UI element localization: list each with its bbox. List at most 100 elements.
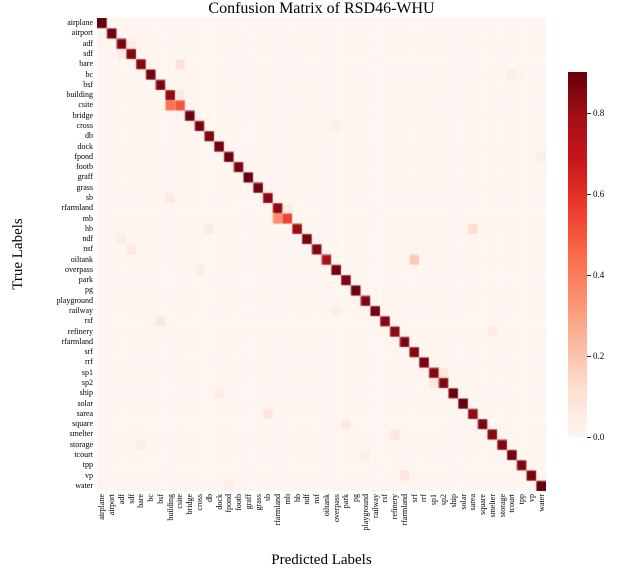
y-tick-label: sp2 bbox=[81, 378, 93, 388]
y-tick-label: airplane bbox=[67, 18, 93, 28]
y-tick-label: overpass bbox=[65, 264, 93, 274]
y-tick-label: csite bbox=[78, 100, 93, 110]
x-tick-label: sp1 bbox=[429, 494, 439, 506]
x-tick-label: hb bbox=[292, 494, 302, 502]
x-tick-label: tcourt bbox=[507, 494, 517, 513]
x-tick-label: sp2 bbox=[439, 494, 448, 506]
x-tick-label: bsf bbox=[155, 494, 165, 504]
colorbar-tick-label: 0.4 bbox=[593, 270, 605, 280]
x-tick-label: oiltank bbox=[321, 494, 331, 517]
x-tick-label: sdf bbox=[126, 494, 136, 504]
x-tick-label: tpp bbox=[517, 494, 527, 505]
y-tick-label: pg bbox=[85, 285, 93, 295]
x-tick-label: airplane bbox=[97, 494, 107, 520]
y-tick-label: bare bbox=[79, 59, 93, 69]
colorbar-tick-mark bbox=[587, 113, 591, 114]
y-tick-label: sdf bbox=[83, 48, 93, 58]
y-tick-label: fpond bbox=[74, 151, 93, 161]
y-tick-label: solar bbox=[77, 398, 93, 408]
x-tick-label: bc bbox=[146, 494, 156, 502]
colorbar-tick-label: 0.0 bbox=[593, 432, 605, 442]
x-tick-label: bare bbox=[136, 494, 146, 508]
colorbar bbox=[568, 72, 587, 437]
x-tick-label: water bbox=[536, 494, 546, 512]
x-tick-label: smelter bbox=[487, 494, 497, 518]
x-tick-label: cross bbox=[194, 494, 204, 511]
y-tick-label: footb bbox=[76, 162, 93, 172]
y-tick-label: tcourt bbox=[74, 450, 93, 459]
y-tick-label: vp bbox=[85, 470, 93, 480]
x-tick-label: fpond bbox=[224, 494, 234, 513]
x-tick-label: sb bbox=[263, 494, 273, 502]
y-tick-label: hb bbox=[85, 223, 93, 233]
x-tick-label: storage bbox=[497, 494, 507, 518]
x-tick-label: mb bbox=[282, 494, 292, 505]
x-tick-label: overpass bbox=[331, 494, 341, 522]
y-tick-label: bridge bbox=[72, 110, 93, 120]
x-tick-label: footb bbox=[234, 494, 244, 511]
y-tick-label: dock bbox=[77, 141, 93, 151]
x-tick-label: refinery bbox=[390, 494, 400, 520]
colorbar-tick-label: 0.8 bbox=[593, 108, 605, 118]
colorbar-tick-mark bbox=[587, 194, 591, 195]
x-tick-label: rrf bbox=[419, 494, 429, 502]
x-tick-label: building bbox=[165, 494, 175, 521]
y-tick-label: grass bbox=[76, 182, 93, 192]
colorbar-tick-mark bbox=[587, 356, 591, 357]
x-tick-label: graff bbox=[243, 494, 253, 510]
x-axis-label: Predicted Labels bbox=[271, 552, 372, 568]
x-tick-label: nsf bbox=[312, 494, 322, 504]
y-tick-label: smelter bbox=[69, 429, 93, 439]
x-tick-label: rfarmland bbox=[399, 494, 409, 526]
x-tick-label: grass bbox=[253, 494, 263, 511]
y-tick-label: park bbox=[78, 275, 93, 285]
x-tick-label: solar bbox=[458, 494, 468, 510]
heatmap-canvas bbox=[97, 18, 546, 491]
y-tick-label: sb bbox=[85, 192, 93, 202]
y-tick-label: cross bbox=[76, 120, 93, 130]
colorbar-tick-mark bbox=[587, 275, 591, 276]
colorbar-tick-mark bbox=[587, 437, 591, 438]
y-tick-label: water bbox=[75, 480, 93, 490]
colorbar-tick-label: 0.2 bbox=[593, 351, 605, 361]
x-tick-label: pg bbox=[351, 494, 361, 502]
y-tick-label: rfarmland bbox=[61, 336, 93, 346]
y-tick-label: adf bbox=[82, 38, 93, 48]
x-tick-label: square bbox=[478, 494, 488, 515]
x-tick-label: adf bbox=[116, 494, 126, 505]
y-tick-label: refinery bbox=[67, 326, 93, 336]
x-tick-label: csite bbox=[175, 494, 185, 509]
colorbar-tick-label: 0.6 bbox=[593, 189, 605, 199]
x-tick-label: dock bbox=[214, 494, 224, 510]
x-tick-label: srf bbox=[409, 494, 419, 503]
y-tick-label: ship bbox=[79, 388, 93, 398]
y-tick-label: oiltank bbox=[70, 254, 93, 264]
y-tick-label: playground bbox=[56, 295, 93, 305]
y-tick-label: bc bbox=[85, 69, 93, 79]
y-tick-label: tpp bbox=[82, 460, 93, 470]
y-tick-label: airport bbox=[71, 28, 93, 38]
y-tick-label: rrf bbox=[85, 357, 93, 367]
y-tick-label: mb bbox=[82, 213, 93, 223]
x-tick-label: rfarmland bbox=[273, 494, 283, 526]
y-tick-label: sarea bbox=[76, 408, 93, 418]
x-tick-label: airport bbox=[107, 494, 117, 516]
y-tick-label: nsf bbox=[83, 244, 93, 254]
x-tick-label: db bbox=[204, 494, 214, 502]
y-tick-label: rfarmland bbox=[61, 203, 93, 213]
x-tick-label: ship bbox=[448, 494, 458, 508]
y-tick-label: srf bbox=[84, 347, 93, 357]
x-tick-label: playground bbox=[360, 494, 370, 531]
y-tick-label: sp1 bbox=[81, 367, 93, 377]
y-tick-label: square bbox=[72, 419, 93, 429]
x-tick-label: rsf bbox=[380, 494, 390, 503]
x-tick-label: railway bbox=[370, 494, 380, 518]
y-tick-label: graff bbox=[77, 172, 93, 182]
y-tick-label: ndf bbox=[82, 234, 93, 244]
x-tick-label: ndf bbox=[302, 494, 312, 505]
x-tick-label: sarea bbox=[468, 494, 478, 511]
y-tick-label: db bbox=[85, 131, 93, 141]
y-tick-label: railway bbox=[69, 306, 93, 316]
y-tick-label: rsf bbox=[84, 316, 93, 326]
